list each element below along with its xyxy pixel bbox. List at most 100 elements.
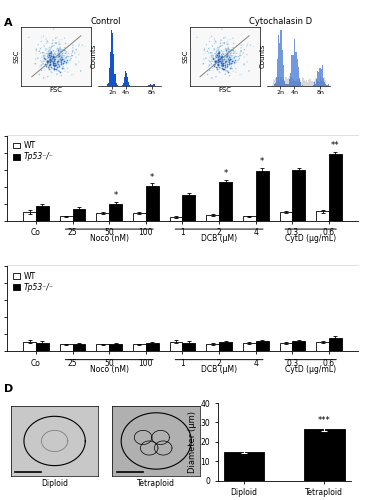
Point: [220, 39, 226, 47]
Point: [214, 59, 220, 67]
Bar: [281, 50, 283, 86]
Point: [62, 54, 68, 62]
Point: [222, 58, 228, 66]
Point: [58, 56, 64, 64]
Point: [51, 52, 57, 60]
Point: [242, 62, 247, 70]
Point: [234, 58, 240, 66]
Point: [78, 67, 84, 75]
Point: [41, 54, 46, 62]
Point: [210, 66, 216, 74]
Point: [57, 68, 62, 76]
Point: [221, 50, 227, 58]
Point: [52, 50, 58, 58]
Point: [224, 51, 230, 59]
Point: [51, 50, 57, 58]
Point: [66, 50, 72, 58]
Point: [219, 64, 225, 72]
Bar: [292, 170, 305, 220]
Point: [52, 62, 58, 70]
Point: [46, 44, 52, 52]
Point: [49, 65, 54, 73]
Point: [230, 46, 236, 54]
X-axis label: Diploid: Diploid: [41, 479, 68, 488]
Bar: [318, 72, 319, 86]
Point: [230, 67, 236, 75]
Legend: WT, Tp53⁻/⁻: WT, Tp53⁻/⁻: [11, 270, 55, 293]
Point: [42, 54, 47, 62]
Point: [205, 62, 211, 70]
Point: [220, 62, 226, 70]
Point: [54, 44, 60, 52]
Point: [47, 47, 53, 55]
Point: [226, 44, 231, 52]
Point: [232, 54, 238, 62]
Point: [60, 54, 66, 62]
Point: [61, 60, 67, 68]
Point: [44, 50, 50, 58]
Bar: [153, 84, 154, 86]
Point: [222, 65, 228, 73]
Point: [216, 46, 222, 54]
Point: [212, 50, 218, 58]
Text: Cytochalasin D: Cytochalasin D: [249, 18, 312, 26]
Bar: [303, 78, 304, 86]
Point: [69, 50, 74, 58]
Point: [215, 59, 221, 67]
Point: [226, 49, 232, 57]
Point: [55, 50, 61, 58]
Point: [38, 38, 44, 46]
Point: [62, 50, 68, 58]
Point: [41, 64, 47, 72]
Point: [46, 65, 52, 73]
Text: D: D: [4, 384, 13, 394]
Point: [50, 60, 56, 68]
Point: [49, 42, 55, 50]
Point: [33, 45, 39, 53]
Point: [46, 50, 52, 58]
Point: [213, 53, 219, 61]
Point: [217, 57, 223, 65]
Point: [49, 42, 55, 50]
Point: [56, 53, 62, 61]
Point: [221, 62, 227, 70]
Point: [238, 47, 243, 55]
Bar: [23, 342, 36, 351]
Point: [62, 56, 68, 64]
Point: [224, 50, 230, 58]
Bar: [297, 68, 299, 86]
Point: [58, 72, 64, 80]
Bar: [277, 80, 278, 86]
Point: [216, 61, 222, 69]
Point: [207, 34, 212, 42]
Point: [45, 45, 51, 53]
Point: [51, 47, 57, 55]
Bar: [321, 69, 322, 86]
Point: [205, 70, 211, 78]
Point: [209, 48, 215, 56]
Point: [218, 58, 224, 66]
Point: [213, 50, 219, 58]
Bar: [278, 35, 280, 86]
Bar: [292, 80, 293, 86]
Point: [229, 57, 235, 65]
Point: [19, 44, 25, 52]
Bar: [243, 342, 256, 351]
Bar: [295, 81, 296, 86]
Point: [223, 39, 229, 47]
Point: [51, 52, 57, 60]
Point: [219, 52, 225, 60]
Point: [219, 52, 225, 60]
Point: [212, 62, 218, 70]
Point: [49, 40, 55, 48]
Point: [220, 62, 226, 70]
Point: [38, 34, 44, 42]
Point: [219, 51, 225, 59]
Point: [219, 47, 224, 55]
Point: [201, 55, 207, 63]
Point: [230, 54, 236, 62]
Point: [59, 54, 65, 62]
Point: [49, 59, 54, 67]
Point: [224, 56, 230, 64]
Point: [64, 60, 69, 68]
